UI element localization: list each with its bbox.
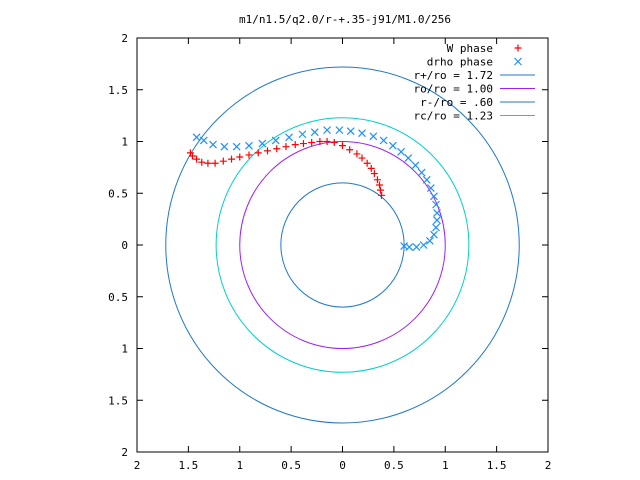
- data-point: [430, 230, 438, 239]
- data-point: [285, 133, 293, 142]
- axes: 2 1.5 1 0.5 0 0.5 1 1.5 221.510.500.511.52: [108, 32, 551, 472]
- data-point: [412, 243, 421, 251]
- data-point: [323, 138, 331, 145]
- y-tick-label: 1.5: [108, 84, 128, 97]
- data-point: [388, 141, 397, 150]
- data-point: [404, 154, 413, 162]
- x-tick-label: 0.5: [384, 459, 404, 472]
- data-point: [204, 159, 212, 167]
- y-tick-label: 0.5: [108, 291, 128, 304]
- data-point: [271, 136, 280, 145]
- y-tick-label: 1: [121, 136, 128, 149]
- data-point: [417, 168, 426, 177]
- x-tick-label: 1: [236, 459, 243, 472]
- x-tick-label: 2: [545, 459, 552, 472]
- x-tick-label: 1.5: [487, 459, 507, 472]
- y-tick-label: 0: [121, 239, 128, 252]
- data-point: [236, 153, 244, 161]
- y-tick-label: 1: [121, 343, 128, 356]
- legend-label: rc/ro = 1.23: [414, 110, 493, 123]
- data-point: [245, 151, 253, 159]
- data-point: [193, 155, 201, 163]
- data-point: [339, 142, 346, 150]
- data-point: [211, 159, 219, 167]
- data-point: [186, 149, 194, 157]
- data-point: [308, 139, 316, 147]
- data-point: [433, 216, 441, 225]
- x-tick-label: 1: [442, 459, 449, 472]
- data-point: [405, 243, 414, 251]
- data-point: [299, 140, 307, 148]
- data-point: [369, 132, 378, 141]
- data-point: [346, 127, 355, 136]
- data-point: [378, 191, 386, 199]
- data-point: [254, 149, 262, 157]
- data-point: [425, 236, 434, 245]
- data-point: [282, 143, 290, 151]
- data-point: [432, 200, 440, 209]
- data-point: [273, 145, 281, 153]
- data-point: [430, 192, 438, 201]
- data-point: [258, 139, 267, 148]
- data-point: [419, 241, 428, 249]
- data-point: [397, 147, 405, 156]
- plot-area: [165, 66, 520, 424]
- legend-label: r+/ro = 1.72: [414, 69, 493, 82]
- data-point: [192, 133, 201, 142]
- legend-marker: [514, 57, 522, 66]
- circle-line: [280, 182, 405, 308]
- data-point: [335, 126, 344, 135]
- data-point: [375, 181, 383, 189]
- data-point: [373, 176, 381, 184]
- data-point: [367, 164, 375, 172]
- x-tick-label: 2: [134, 459, 141, 472]
- data-point: [220, 142, 229, 151]
- x-tick-label: 0: [339, 459, 346, 472]
- data-point: [198, 158, 206, 166]
- data-point: [219, 157, 227, 165]
- data-point: [422, 175, 431, 184]
- data-point: [298, 130, 307, 139]
- data-point: [370, 170, 378, 178]
- x-tick-label: 1.5: [178, 459, 198, 472]
- data-point: [209, 140, 217, 149]
- y-tick-label: 2: [121, 446, 128, 459]
- legend-label: ro/ro = 1.00: [414, 83, 493, 96]
- circle-line: [215, 117, 470, 373]
- data-point: [411, 161, 420, 170]
- data-point: [199, 136, 208, 145]
- data-point: [433, 208, 441, 217]
- data-point: [245, 141, 253, 150]
- legend-marker: [514, 44, 522, 52]
- data-point: [263, 147, 271, 155]
- data-point: [358, 154, 366, 162]
- data-point: [330, 139, 338, 147]
- data-point: [353, 150, 361, 158]
- data-point: [316, 138, 324, 145]
- data-point: [346, 146, 354, 154]
- data-point: [232, 142, 241, 151]
- data-point: [358, 129, 366, 138]
- data-point: [379, 136, 388, 145]
- y-tick-label: 2: [121, 32, 128, 45]
- data-point: [377, 186, 385, 194]
- legend-label: drho phase: [427, 56, 493, 69]
- data-point: [426, 184, 435, 192]
- data-point: [291, 141, 299, 149]
- circle-line: [165, 66, 520, 424]
- data-point: [432, 223, 440, 232]
- legend-label: r-/ro = .60: [420, 96, 493, 109]
- legend-label: W phase: [447, 42, 493, 55]
- data-point: [228, 155, 236, 163]
- x-tick-label: 0.5: [281, 459, 301, 472]
- data-point: [363, 159, 371, 167]
- chart-title: m1/n1.5/q2.0/r-+.35-j91/M1.0/256: [239, 13, 451, 26]
- y-tick-label: 0.5: [108, 187, 128, 200]
- data-point: [323, 126, 332, 135]
- circle-line: [239, 141, 446, 349]
- y-tick-label: 1.5: [108, 394, 128, 407]
- data-point: [310, 128, 319, 137]
